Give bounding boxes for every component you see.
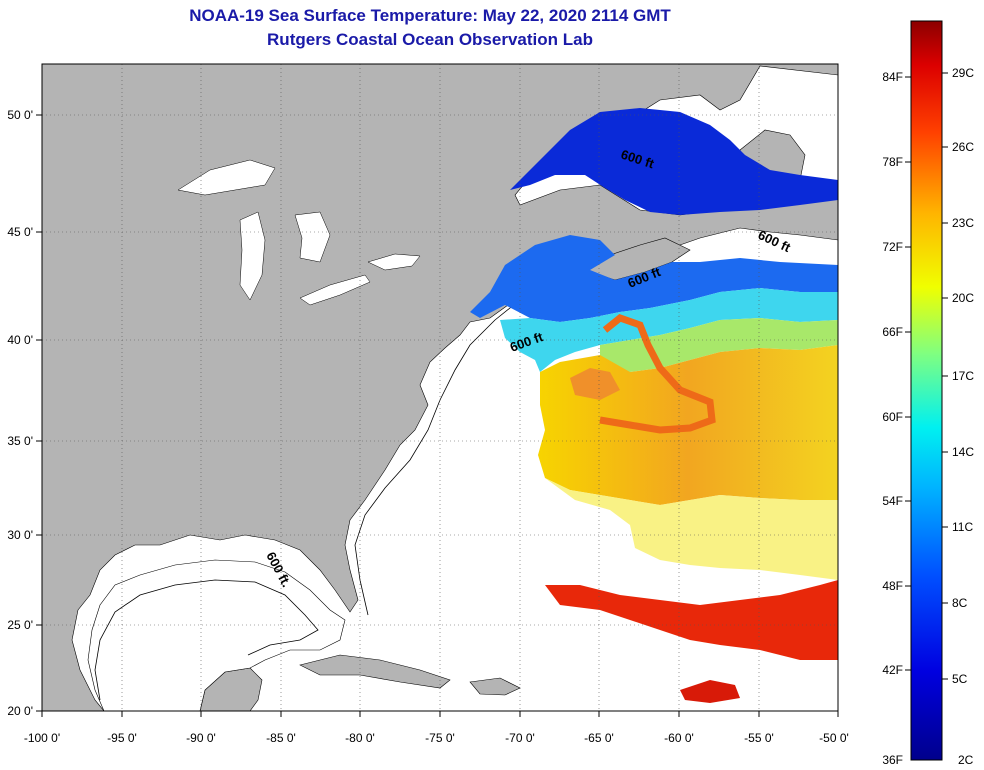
lat-label-50: 50 0' — [7, 108, 33, 122]
sst-gulf-of-maine — [470, 235, 838, 322]
lat-label-20: 20 0' — [7, 704, 33, 718]
colorbar-f-72: 72F — [882, 240, 903, 254]
lon-label-75: -75 0' — [425, 731, 455, 745]
colorbar-c-29: 29C — [952, 66, 974, 80]
axis-ticks — [36, 114, 839, 717]
lat-label-25: 25 0' — [7, 618, 33, 632]
sst-subtropical — [545, 478, 838, 580]
colorbar-c-26: 26C — [952, 140, 974, 154]
lat-label-30: 30 0' — [7, 528, 33, 542]
lat-label-40: 40 0' — [7, 333, 33, 347]
lon-label-90: -90 0' — [186, 731, 216, 745]
gulf-of-mexico — [87, 559, 346, 711]
colorbar-scale — [910, 20, 943, 761]
colorbar-c-5: 5C — [952, 672, 968, 686]
colorbar-ticks — [905, 72, 948, 680]
colorbar-c-17: 17C — [952, 369, 974, 383]
sst-tropical-red — [545, 580, 838, 660]
great-lake-michigan — [239, 211, 266, 301]
gulf-600ft-contour — [94, 579, 319, 701]
lon-label-55: -55 0' — [744, 731, 774, 745]
colorbar-f-60: 60F — [882, 410, 903, 424]
colorbar-c-20: 20C — [952, 291, 974, 305]
great-lake-huron — [294, 211, 331, 263]
lon-label-50: -50 0' — [819, 731, 849, 745]
sst-warm-eddy — [599, 314, 716, 434]
colorbar-f-78: 78F — [882, 155, 903, 169]
sst-orange-patch — [570, 368, 620, 400]
lon-label-65: -65 0' — [584, 731, 614, 745]
map-subtitle: Rutgers Coastal Ocean Observation Lab — [267, 30, 593, 49]
colorbar-c-8: 8C — [952, 596, 968, 610]
colorbar-c-14: 14C — [952, 445, 974, 459]
graticule — [42, 64, 838, 711]
sst-st-lawrence — [510, 108, 838, 215]
lon-label-85: -85 0' — [266, 731, 296, 745]
land-hispaniola — [469, 677, 521, 696]
colorbar-f-48: 48F — [882, 579, 903, 593]
lon-label-60: -60 0' — [664, 731, 694, 745]
great-lake-erie — [299, 274, 371, 306]
map-title: NOAA-19 Sea Surface Temperature: May 22,… — [189, 6, 671, 25]
lon-label-80: -80 0' — [345, 731, 375, 745]
lon-label-100: -100 0' — [24, 731, 60, 745]
lon-label-95: -95 0' — [107, 731, 137, 745]
sst-slope-cyan — [500, 288, 838, 372]
colorbar-f-42: 42F — [882, 663, 903, 677]
sst-red-patch — [680, 680, 740, 703]
great-lake-ontario — [367, 253, 421, 271]
colorbar-c-2: 2C — [958, 753, 974, 767]
colorbar-c-11: 11C — [952, 520, 973, 534]
colorbar-f-66: 66F — [882, 325, 903, 339]
great-lake-superior — [177, 159, 276, 196]
colorbar-f-84: 84F — [882, 70, 903, 84]
lat-label-45: 45 0' — [7, 225, 33, 239]
colorbar-f-36: 36F — [882, 753, 903, 767]
lat-label-35: 35 0' — [7, 434, 33, 448]
land-cuba — [299, 654, 451, 689]
east-shelf-contour — [354, 299, 521, 616]
lon-label-70: -70 0' — [505, 731, 535, 745]
colorbar-f-54: 54F — [882, 494, 903, 508]
colorbar-c-23: 23C — [952, 216, 974, 230]
